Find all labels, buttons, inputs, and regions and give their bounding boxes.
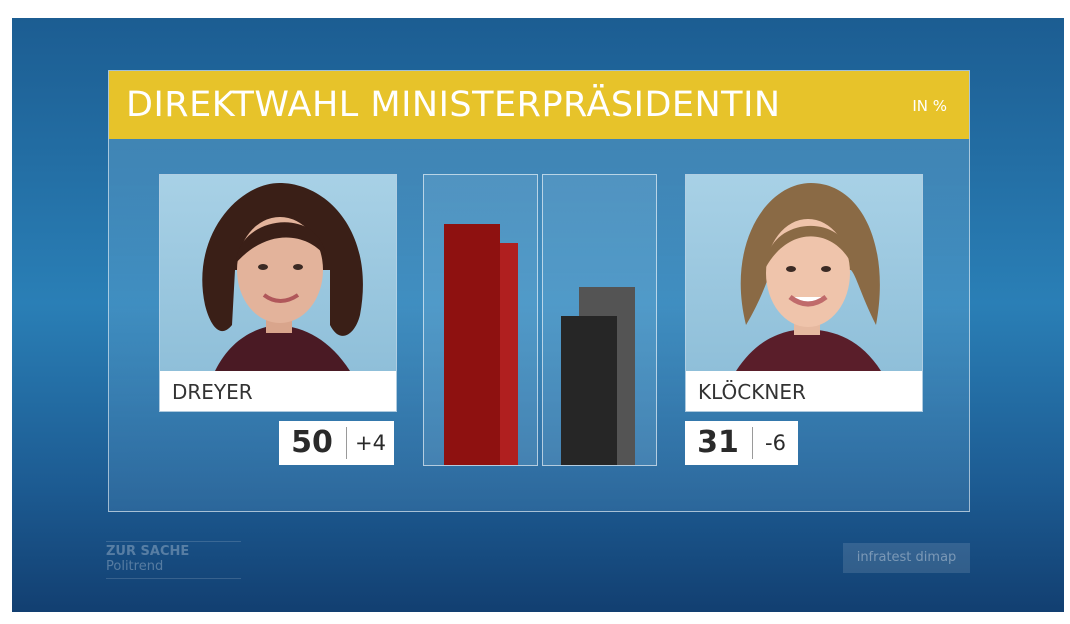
unit-label: IN % bbox=[912, 97, 947, 115]
score-change-kloeckner: -6 bbox=[765, 431, 786, 455]
bar-dreyer-current bbox=[444, 224, 500, 465]
chart-stage: DIREKTWAHL MINISTERPRÄSIDENTIN IN % DREY… bbox=[12, 18, 1064, 612]
title-bar: DIREKTWAHL MINISTERPRÄSIDENTIN IN % bbox=[109, 71, 969, 139]
candidate-name-kloeckner: KLÖCKNER bbox=[698, 380, 806, 404]
score-value-dreyer: 50 bbox=[291, 425, 333, 460]
candidate-card-dreyer: DREYER bbox=[159, 174, 397, 412]
source-label: infratest dimap bbox=[843, 543, 970, 573]
score-separator bbox=[752, 427, 753, 459]
candidate-namebar-kloeckner: KLÖCKNER bbox=[686, 371, 922, 411]
score-separator bbox=[346, 427, 347, 459]
candidate-card-kloeckner: KLÖCKNER bbox=[685, 174, 923, 412]
bar-box-kloeckner bbox=[542, 174, 657, 466]
program-logo: ZUR SACHE Politrend bbox=[106, 541, 241, 579]
score-change-dreyer: +4 bbox=[355, 431, 386, 455]
score-value-kloeckner: 31 bbox=[697, 425, 739, 460]
chart-title: DIREKTWAHL MINISTERPRÄSIDENTIN bbox=[126, 85, 781, 125]
program-name: ZUR SACHE bbox=[106, 544, 190, 559]
score-box-kloeckner: 31 -6 bbox=[685, 421, 798, 465]
program-subtitle: Politrend bbox=[106, 559, 164, 574]
score-box-dreyer: 50 +4 bbox=[279, 421, 394, 465]
chart-panel: DIREKTWAHL MINISTERPRÄSIDENTIN IN % DREY… bbox=[108, 70, 970, 512]
candidate-photo-kloeckner bbox=[686, 175, 922, 371]
bar-box-dreyer bbox=[423, 174, 538, 466]
candidate-name-dreyer: DREYER bbox=[172, 380, 253, 404]
bar-kloeckner-current bbox=[561, 316, 617, 465]
candidate-namebar-dreyer: DREYER bbox=[160, 371, 396, 411]
candidate-photo-dreyer bbox=[160, 175, 396, 371]
